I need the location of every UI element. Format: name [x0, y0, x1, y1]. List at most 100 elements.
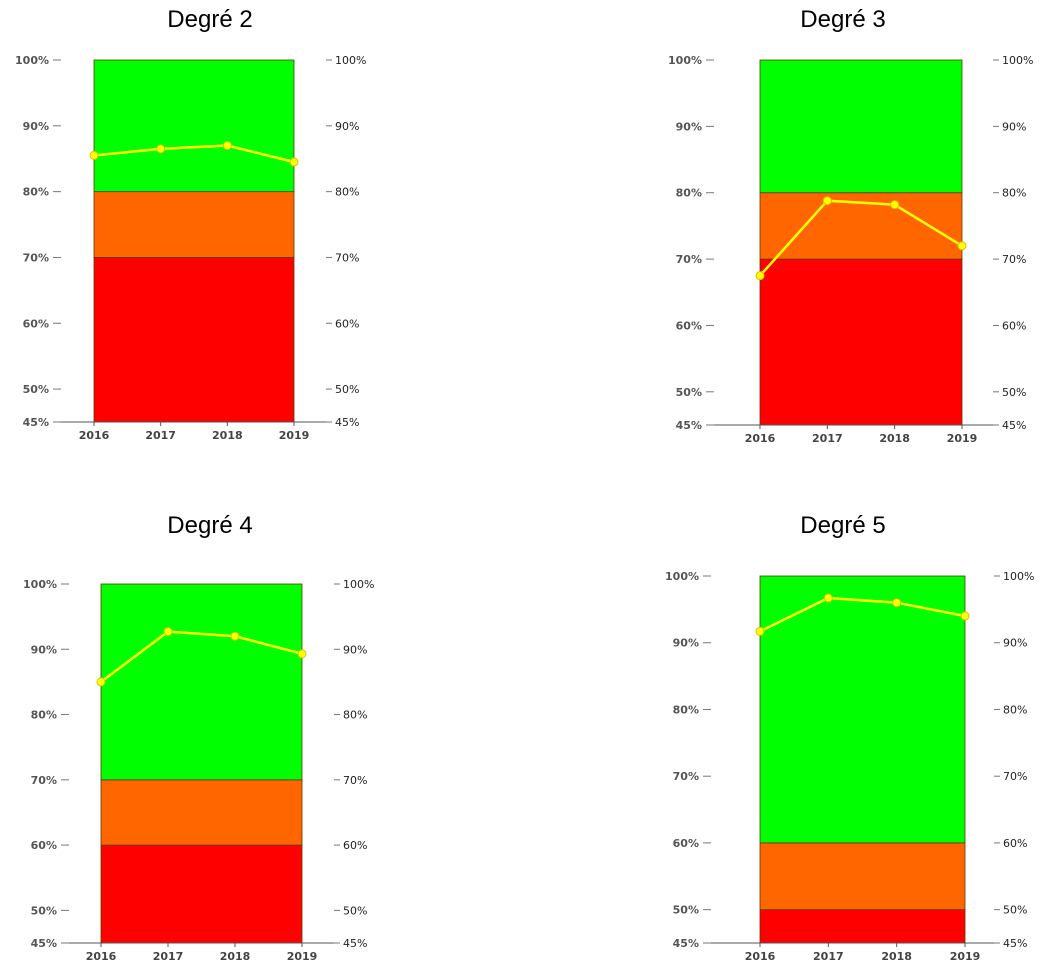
chart-panel-degre-4: Degré 4 45% 45% 50% 50% 60% 60% 70% 70% 80% 80% 90… — [0, 500, 420, 960]
y-tick-label-left: 60% — [673, 837, 699, 850]
data-point — [892, 598, 902, 608]
y-tick-label-left: 70% — [23, 251, 49, 264]
x-tick-label: 2018 — [879, 432, 910, 445]
y-tick-label-left: 45% — [31, 937, 57, 950]
x-tick-label: 2016 — [79, 429, 110, 442]
y-tick-label-left: 90% — [31, 643, 57, 656]
y-tick-label-right: 60% — [343, 839, 367, 852]
data-point — [156, 144, 166, 154]
y-tick-label-right: 45% — [343, 937, 367, 950]
y-tick-label-left: 60% — [31, 839, 57, 852]
y-tick-label-left: 80% — [23, 186, 49, 199]
y-tick-label-left: 50% — [676, 386, 702, 399]
y-tick-label-right: 60% — [1002, 319, 1026, 332]
y-tick-label-left: 45% — [673, 937, 699, 950]
x-tick-label: 2017 — [153, 950, 184, 960]
y-tick-label-right: 90% — [343, 643, 367, 656]
y-tick-label-left: 100% — [668, 54, 702, 67]
chart-degre-2: 45% 45% 50% 50% 60% 60% 70% 70% 80% 80% 90% 90% 100%… — [15, 54, 366, 442]
data-point — [297, 649, 307, 659]
y-tick-label-left: 70% — [673, 770, 699, 783]
band-2 — [93, 59, 295, 193]
series-line — [100, 630, 303, 683]
y-tick-label-right: 45% — [335, 416, 359, 429]
data-point — [163, 627, 173, 637]
y-tick-label-left: 60% — [23, 317, 49, 330]
y-tick-label-left: 80% — [676, 187, 702, 200]
y-tick-label-left: 60% — [676, 319, 702, 332]
x-tick-label: 2016 — [86, 950, 117, 960]
y-tick-label-right: 70% — [1003, 770, 1027, 783]
chart-title: Degré 2 — [167, 6, 253, 33]
y-tick-label-right: 100% — [1002, 54, 1033, 67]
y-tick-label-right: 90% — [1003, 637, 1027, 650]
y-tick-label-right: 60% — [1003, 837, 1027, 850]
y-tick-label-left: 45% — [23, 416, 49, 429]
y-tick-label-left: 70% — [676, 253, 702, 266]
band-1 — [759, 842, 966, 911]
chart-degre-4: 45% 45% 50% 50% 60% 60% 70% 70% 80% 80% 90% 90% 100%… — [23, 578, 374, 960]
data-point — [890, 200, 900, 210]
x-tick-label: 2019 — [287, 950, 318, 960]
x-tick-label: 2019 — [950, 950, 981, 960]
y-tick-label-left: 80% — [31, 709, 57, 722]
y-tick-label-left: 50% — [23, 383, 49, 396]
y-tick-label-right: 100% — [335, 54, 366, 67]
y-tick-label-right: 80% — [335, 186, 359, 199]
chart-degre-5: 45% 45% 50% 50% 60% 60% 70% 70% 80% 80% 90% 90% 100%… — [665, 570, 1034, 960]
y-tick-label-right: 50% — [1003, 904, 1027, 917]
chart-title: Degré 5 — [800, 512, 886, 539]
data-point — [957, 241, 967, 251]
data-point — [89, 150, 99, 160]
x-tick-label: 2016 — [745, 950, 776, 960]
x-tick-label: 2017 — [145, 429, 176, 442]
y-tick-label-right: 100% — [343, 578, 374, 591]
data-point — [822, 196, 832, 206]
x-tick-label: 2019 — [947, 432, 978, 445]
series-line — [759, 199, 963, 277]
y-tick-label-left: 70% — [31, 774, 57, 787]
y-tick-label-right: 90% — [1002, 120, 1026, 133]
y-tick-label-left: 80% — [673, 703, 699, 716]
band-2 — [759, 59, 963, 194]
y-tick-label-right: 50% — [343, 904, 367, 917]
band-1 — [100, 779, 303, 846]
chart-title: Degré 3 — [800, 6, 886, 33]
data-point — [755, 271, 765, 281]
x-tick-label: 2017 — [812, 432, 843, 445]
band-2 — [100, 583, 303, 781]
series-line — [759, 596, 966, 633]
y-tick-label-right: 70% — [335, 251, 359, 264]
band-0 — [100, 844, 303, 944]
y-tick-label-left: 100% — [15, 54, 49, 67]
y-tick-label-right: 60% — [335, 317, 359, 330]
chart-panel-degre-2: Degré 2 45% 45% 50% 50% 60% 60% 70% 70% 80% 80% 90… — [0, 0, 420, 460]
band-1 — [93, 191, 295, 258]
y-tick-label-right: 50% — [1002, 386, 1026, 399]
y-tick-label-left: 100% — [23, 578, 57, 591]
y-tick-label-right: 80% — [1002, 187, 1026, 200]
x-tick-label: 2018 — [220, 950, 251, 960]
y-tick-label-left: 50% — [673, 904, 699, 917]
chart-title: Degré 4 — [167, 512, 253, 539]
band-0 — [759, 258, 963, 426]
x-tick-label: 2018 — [212, 429, 243, 442]
y-tick-label-right: 45% — [1002, 419, 1026, 432]
series-line — [93, 144, 295, 164]
y-tick-label-right: 70% — [1002, 253, 1026, 266]
data-point — [289, 157, 299, 167]
data-point — [230, 631, 240, 641]
band-2 — [759, 575, 966, 844]
y-tick-label-left: 45% — [676, 419, 702, 432]
data-point — [823, 593, 833, 603]
y-tick-label-right: 70% — [343, 774, 367, 787]
y-tick-label-left: 90% — [673, 637, 699, 650]
band-0 — [93, 257, 295, 423]
y-tick-label-right: 45% — [1003, 937, 1027, 950]
y-tick-label-right: 90% — [335, 120, 359, 133]
y-tick-label-left: 100% — [665, 570, 699, 583]
data-point — [96, 677, 106, 687]
x-tick-label: 2019 — [279, 429, 310, 442]
y-tick-label-right: 80% — [1003, 703, 1027, 716]
data-point — [755, 626, 765, 636]
